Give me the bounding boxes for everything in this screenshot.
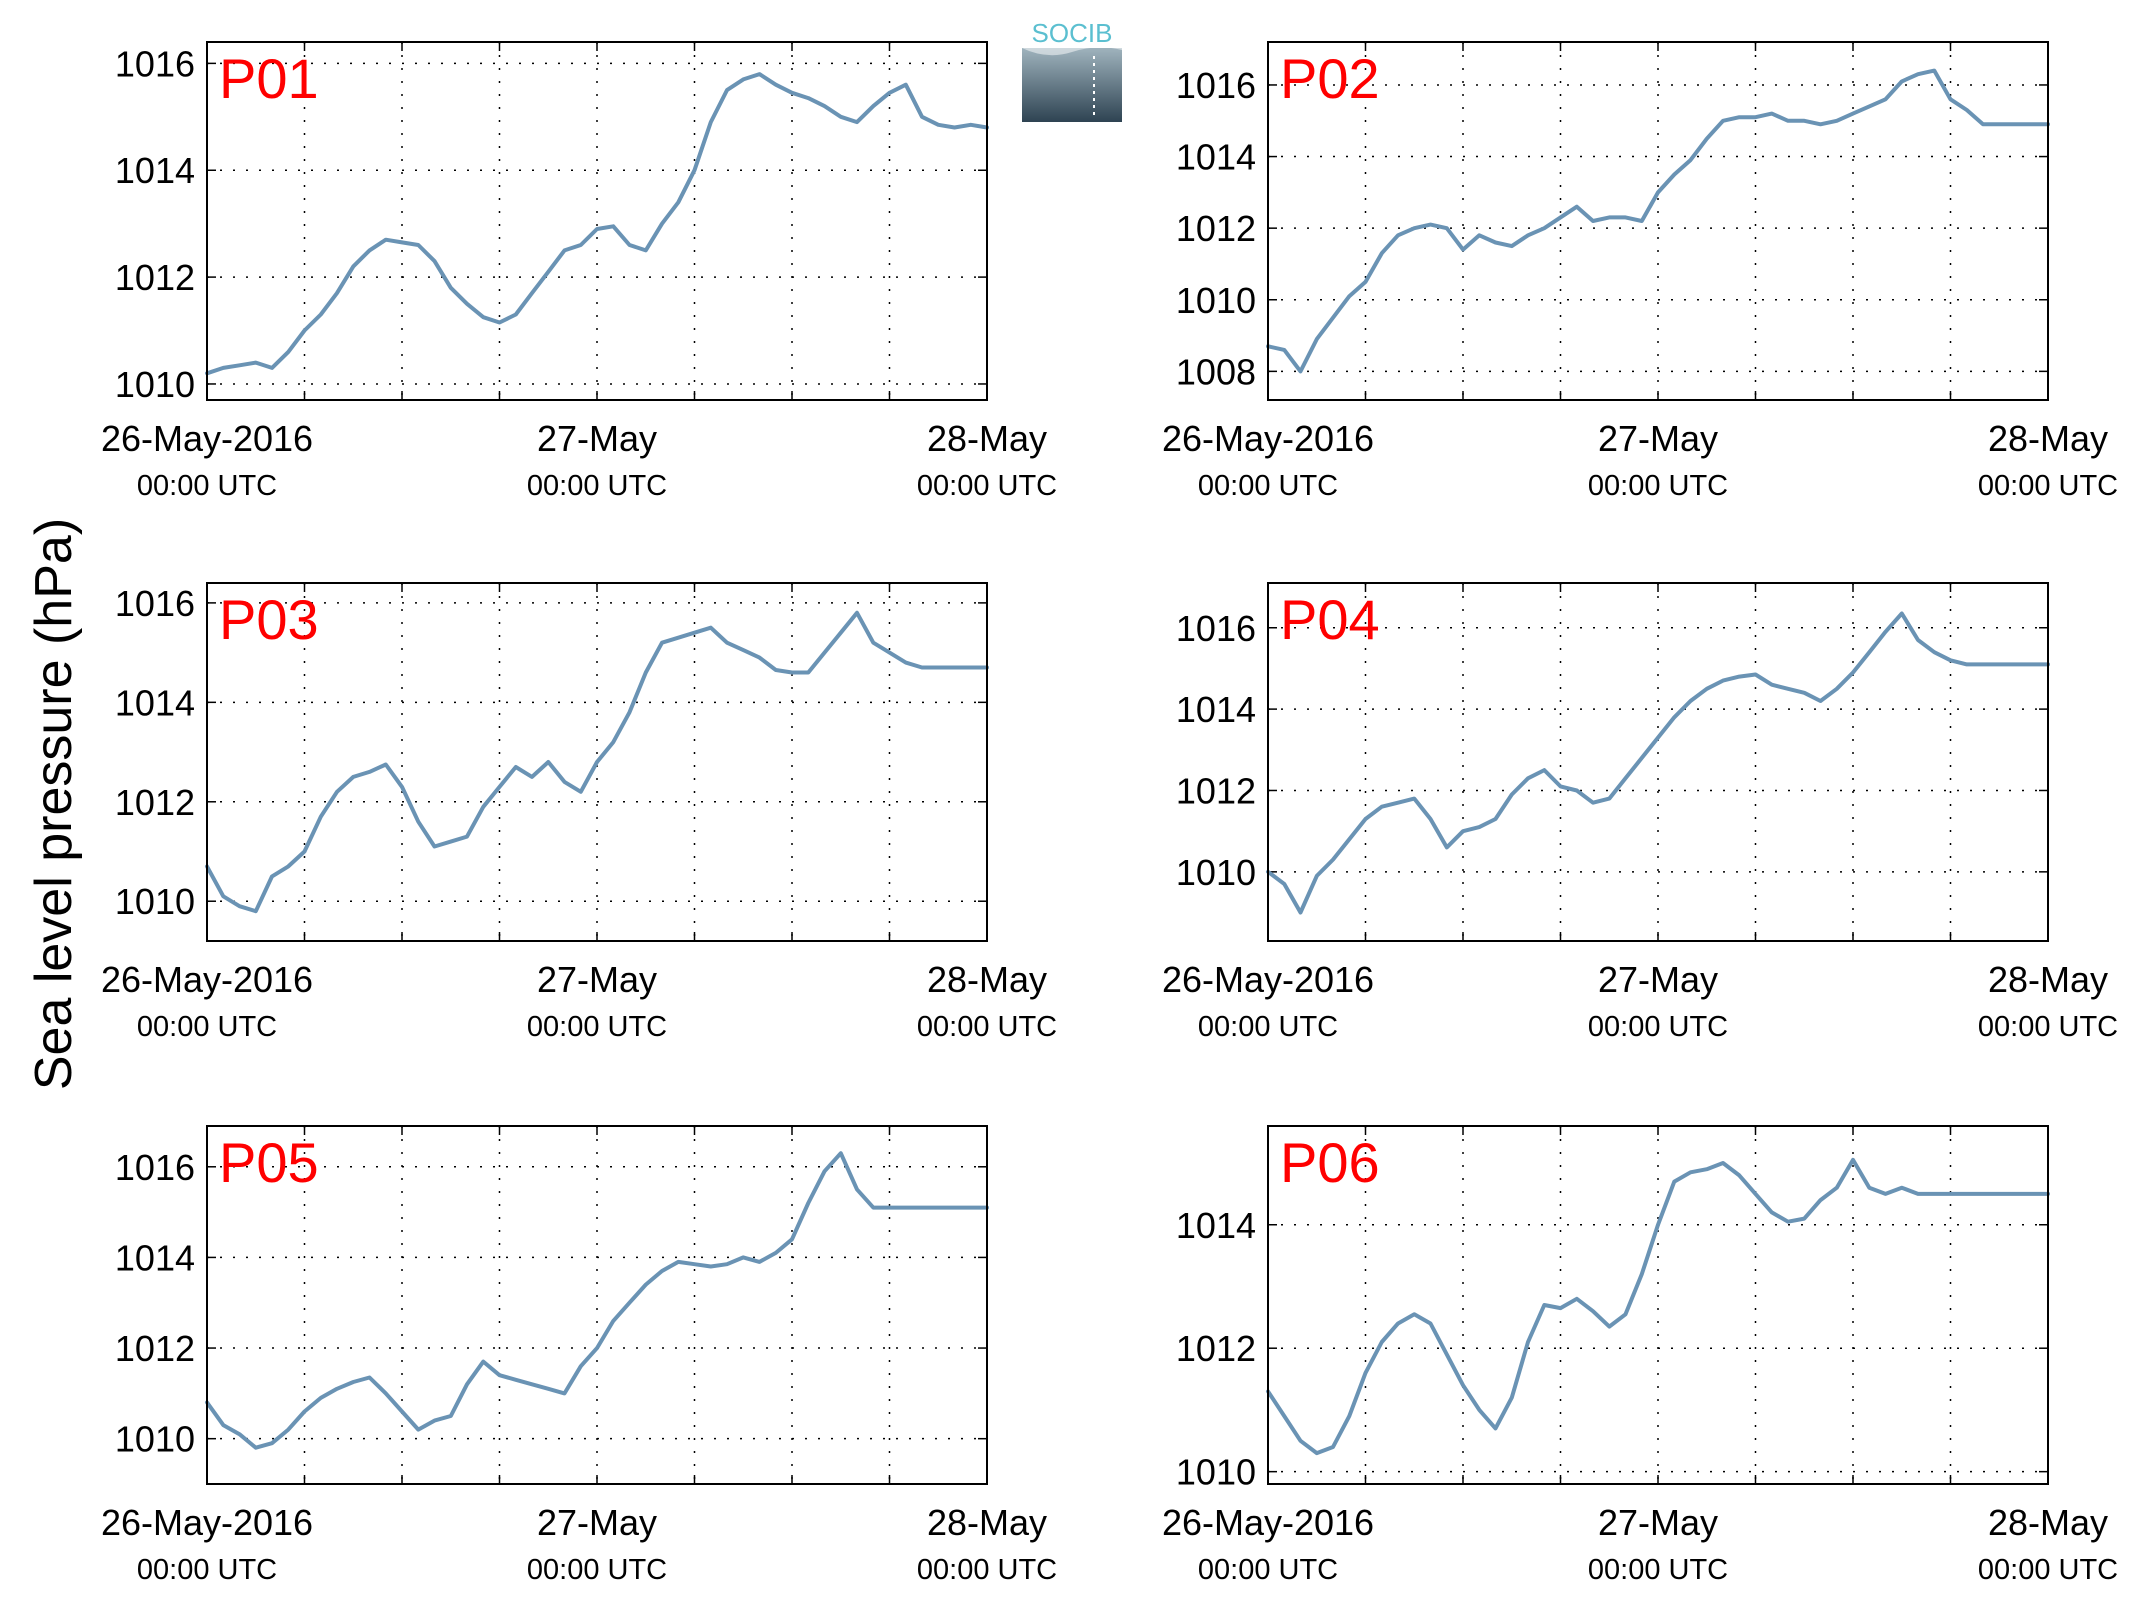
panel-label: P04 — [1280, 588, 1380, 651]
y-tick-label: 1008 — [1176, 351, 1256, 392]
series-line-p03 — [205, 610, 989, 914]
x-tick-label: 26-May-2016 — [1162, 1502, 1374, 1543]
y-tick-label: 1016 — [115, 1147, 195, 1188]
x-tick-sublabel: 00:00 UTC — [527, 470, 667, 502]
x-tick-sublabel: 00:00 UTC — [137, 1011, 277, 1043]
x-tick-sublabel: 00:00 UTC — [527, 1011, 667, 1043]
chart-panel-p04: 1010 1012 1014 1016 P04 26-May-2016 00:00 UTC 2… — [1162, 582, 2118, 1043]
chart-panel-p05: 1010 1012 1014 1016 P05 26-May-2016 00:00 UTC 2… — [101, 1125, 1057, 1586]
panel-label: P01 — [219, 47, 319, 110]
x-tick-label: 27-May — [537, 1502, 657, 1543]
panel-label: P06 — [1280, 1131, 1380, 1194]
series-line-p05 — [205, 1151, 989, 1450]
panel-label: P03 — [219, 588, 319, 651]
y-tick-label: 1016 — [115, 583, 195, 624]
x-tick-label: 28-May — [927, 418, 1047, 459]
y-tick-label: 1010 — [115, 881, 195, 922]
chart-panel-p06: 1010 1012 1014 P06 26-May-2016 00:00 UTC 27-Ma… — [1162, 1125, 2118, 1586]
plot-frame — [1267, 41, 2049, 401]
y-tick-label: 1016 — [115, 43, 195, 84]
x-tick-sublabel: 00:00 UTC — [1198, 1011, 1338, 1043]
y-tick-label: 1012 — [1176, 770, 1256, 811]
x-tick-label: 27-May — [1598, 959, 1718, 1000]
y-tick-label: 1016 — [1176, 65, 1256, 106]
logo-graphic: SOCIB — [1022, 18, 1122, 122]
series-line-p06 — [1266, 1157, 2050, 1456]
y-tick-label: 1010 — [1176, 852, 1256, 893]
x-tick-sublabel: 00:00 UTC — [1588, 470, 1728, 502]
series-line-p01 — [205, 72, 989, 376]
x-tick-sublabel: 00:00 UTC — [917, 470, 1057, 502]
x-tick-label: 26-May-2016 — [1162, 959, 1374, 1000]
plot-frame — [1267, 582, 2049, 942]
x-tick-sublabel: 00:00 UTC — [137, 470, 277, 502]
panel-label: P05 — [219, 1131, 319, 1194]
y-tick-label: 1012 — [115, 257, 195, 298]
plot-frame — [206, 582, 988, 942]
y-tick-label: 1012 — [115, 1328, 195, 1369]
x-tick-label: 28-May — [1988, 1502, 2108, 1543]
y-tick-label: 1014 — [115, 1237, 195, 1278]
x-tick-sublabel: 00:00 UTC — [1588, 1011, 1728, 1043]
x-tick-label: 26-May-2016 — [1162, 418, 1374, 459]
x-tick-label: 28-May — [927, 1502, 1047, 1543]
x-tick-sublabel: 00:00 UTC — [917, 1554, 1057, 1586]
x-tick-sublabel: 00:00 UTC — [527, 1554, 667, 1586]
y-tick-label: 1012 — [115, 782, 195, 823]
x-tick-sublabel: 00:00 UTC — [1978, 1011, 2118, 1043]
x-tick-sublabel: 00:00 UTC — [137, 1554, 277, 1586]
series-line-p04 — [1266, 611, 2050, 915]
plot-frame — [1267, 1125, 2049, 1485]
series-line-p02 — [1266, 68, 2050, 374]
y-tick-label: 1014 — [1176, 137, 1256, 178]
logo-text: SOCIB — [1032, 18, 1113, 48]
y-tick-label: 1014 — [1176, 689, 1256, 730]
x-tick-sublabel: 00:00 UTC — [1588, 1554, 1728, 1586]
x-tick-label: 28-May — [1988, 418, 2108, 459]
x-tick-label: 27-May — [537, 418, 657, 459]
y-tick-label: 1010 — [115, 364, 195, 405]
y-tick-label: 1010 — [1176, 1452, 1256, 1493]
x-tick-sublabel: 00:00 UTC — [1198, 1554, 1338, 1586]
chart-panel-p02: 1008 1010 1012 1014 1016 P02 26-May-2016 00:00 … — [1162, 41, 2118, 502]
x-tick-sublabel: 00:00 UTC — [1198, 470, 1338, 502]
y-tick-label: 1010 — [1176, 280, 1256, 321]
x-tick-label: 28-May — [1988, 959, 2108, 1000]
x-tick-label: 26-May-2016 — [101, 1502, 313, 1543]
x-tick-label: 26-May-2016 — [101, 418, 313, 459]
plot-frame — [206, 1125, 988, 1485]
y-tick-label: 1010 — [115, 1419, 195, 1460]
x-tick-label: 26-May-2016 — [101, 959, 313, 1000]
plot-frame — [206, 41, 988, 401]
y-tick-label: 1012 — [1176, 208, 1256, 249]
y-tick-label: 1014 — [115, 150, 195, 191]
chart-panel-p01: 1010 1012 1014 1016 P01 26-May-2016 00:00 UTC 2… — [101, 41, 1057, 502]
x-tick-sublabel: 00:00 UTC — [1978, 470, 2118, 502]
x-tick-label: 27-May — [537, 959, 657, 1000]
panel-label: P02 — [1280, 47, 1380, 110]
x-tick-label: 28-May — [927, 959, 1047, 1000]
y-tick-label: 1014 — [115, 682, 195, 723]
y-tick-label: 1016 — [1176, 608, 1256, 649]
y-tick-label: 1012 — [1176, 1328, 1256, 1369]
x-tick-sublabel: 00:00 UTC — [917, 1011, 1057, 1043]
y-tick-label: 1014 — [1176, 1205, 1256, 1246]
socib-logo: SOCIB — [1022, 16, 1122, 122]
chart-panel-p03: 1010 1012 1014 1016 P03 26-May-2016 00:00 UTC 2… — [101, 582, 1057, 1043]
y-axis-label: Sea level pressure (hPa) — [25, 517, 83, 1091]
x-tick-label: 27-May — [1598, 418, 1718, 459]
x-tick-label: 27-May — [1598, 1502, 1718, 1543]
x-tick-sublabel: 00:00 UTC — [1978, 1554, 2118, 1586]
